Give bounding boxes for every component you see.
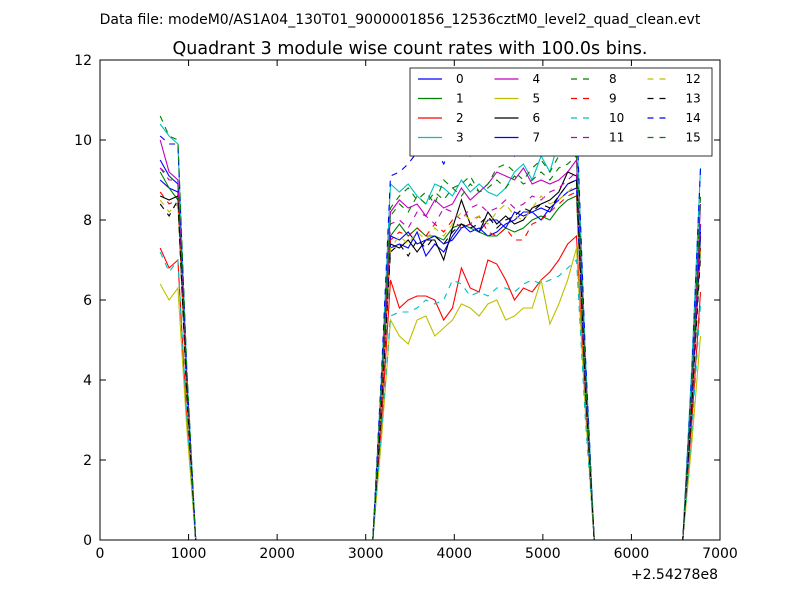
legend-label-9: 9 (609, 92, 617, 106)
y-tick-label: 10 (74, 133, 92, 149)
legend-label-0: 0 (456, 72, 464, 86)
legend-label-15: 15 (686, 131, 701, 145)
x-tick-label: 7000 (702, 546, 738, 562)
x-axis: 0 1000 2000 3000 4000 5000 6000 7000 (96, 60, 738, 562)
x-tick-label: 4000 (436, 546, 472, 562)
legend-label-4: 4 (533, 72, 541, 86)
legend-label-2: 2 (456, 111, 464, 125)
x-tick-label: 2000 (259, 546, 295, 562)
legend-box (409, 67, 713, 157)
y-tick-label: 0 (83, 533, 92, 549)
y-tick-label: 12 (74, 53, 92, 69)
x-tick-label: 0 (96, 546, 105, 562)
x-tick-label: 6000 (614, 546, 650, 562)
legend-label-1: 1 (456, 92, 464, 106)
chart-title: Quadrant 3 module wise count rates with … (173, 39, 648, 59)
legend-label-6: 6 (533, 111, 541, 125)
x-tick-label: 1000 (171, 546, 207, 562)
legend-label-12: 12 (686, 72, 701, 86)
legend-label-11: 11 (609, 131, 624, 145)
legend-label-8: 8 (609, 72, 617, 86)
legend-label-5: 5 (533, 92, 541, 106)
series-line-15 (159, 115, 702, 541)
y-tick-label: 4 (83, 373, 92, 389)
x-tick-label: 5000 (525, 546, 561, 562)
legend-label-10: 10 (609, 111, 624, 125)
x-tick-label: 3000 (348, 546, 384, 562)
suptitle: Data file: modeM0/AS1A04_130T01_90000018… (100, 12, 701, 28)
legend-label-13: 13 (686, 92, 701, 106)
legend-label-7: 7 (533, 131, 541, 145)
x-offset-label: +2.54278e8 (631, 567, 718, 583)
legend-label-14: 14 (686, 111, 701, 125)
y-tick-label: 8 (83, 213, 92, 229)
legend-label-3: 3 (456, 131, 464, 145)
y-tick-label: 6 (83, 293, 92, 309)
y-tick-label: 2 (83, 453, 92, 469)
